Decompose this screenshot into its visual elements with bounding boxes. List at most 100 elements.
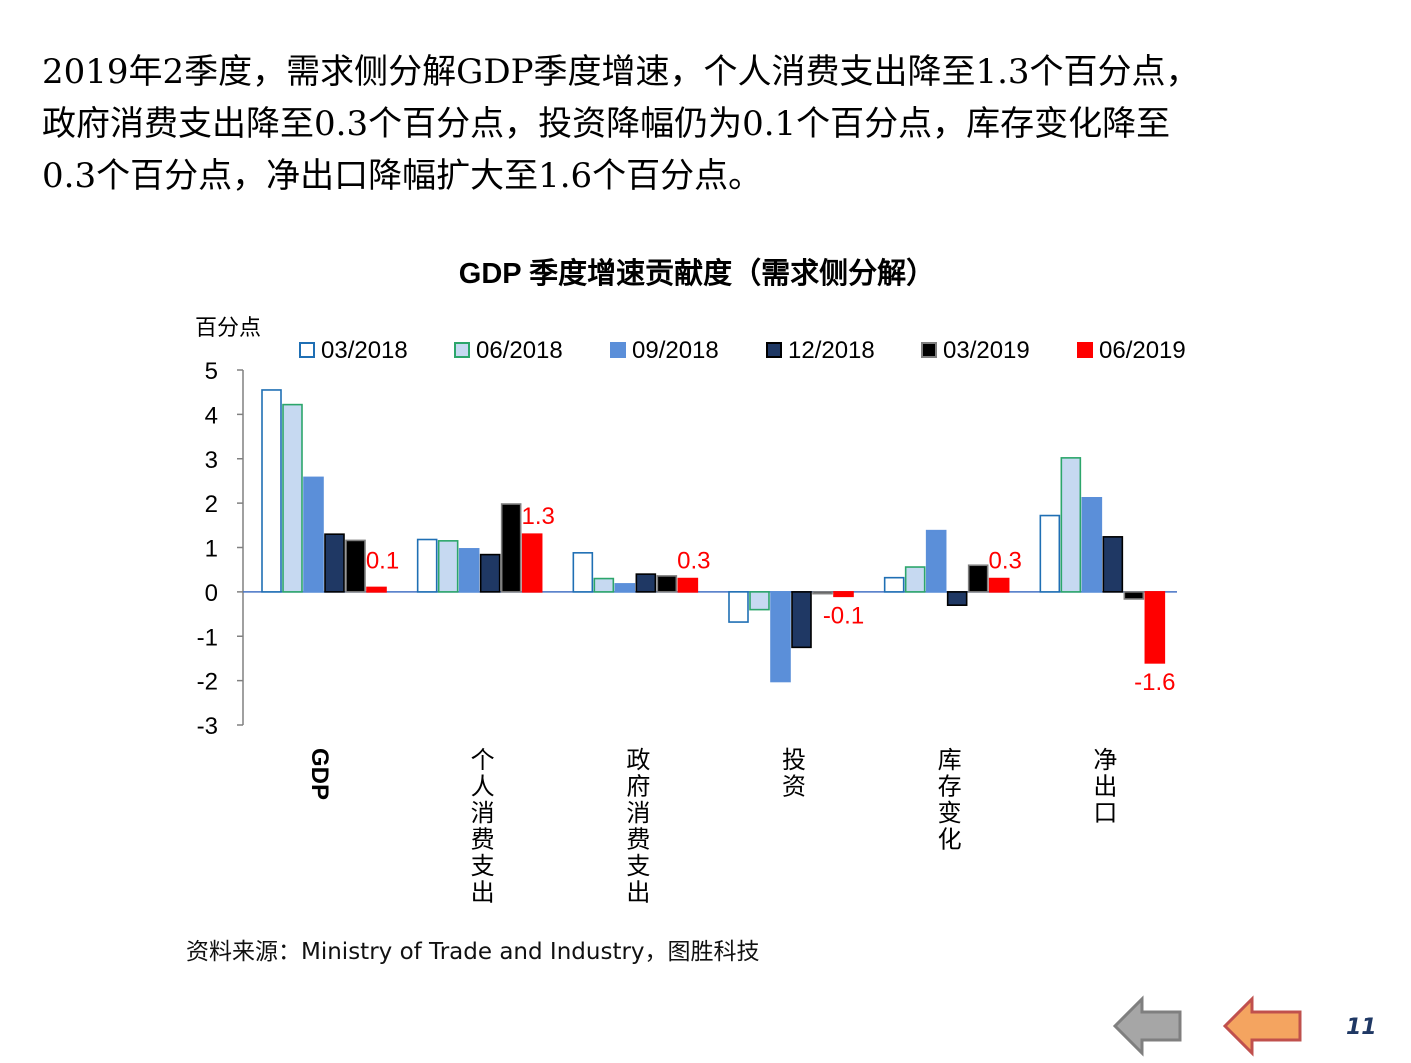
y-tick-label: -1 bbox=[197, 624, 218, 651]
category-label-char: 费 bbox=[626, 826, 650, 854]
y-tick-label: 5 bbox=[205, 358, 218, 385]
category-label-char: 出 bbox=[626, 879, 650, 907]
category-label-char: 支 bbox=[626, 852, 650, 880]
category-label-char: 化 bbox=[938, 826, 962, 854]
bar-12-2018-2 bbox=[635, 573, 657, 593]
bar-06-2019-5 bbox=[1144, 591, 1166, 664]
back-arrow-button[interactable] bbox=[1112, 993, 1184, 1059]
bar-03-2019-2 bbox=[656, 575, 678, 593]
bar-03-2018-4 bbox=[883, 576, 905, 593]
bar-09-2018-5 bbox=[1081, 496, 1103, 593]
legend-label: 06/2018 bbox=[476, 337, 563, 364]
y-axis-label: 百分点 bbox=[195, 316, 261, 341]
bar-06-2018-1 bbox=[437, 540, 459, 593]
bar-09-2018-1 bbox=[458, 548, 480, 593]
bar-03-2018-2 bbox=[572, 552, 594, 593]
category-label-char: 府 bbox=[626, 773, 650, 801]
intro-paragraph: 2019年2季度，需求侧分解GDP季度增速，个人消费支出降至1.3个百分点， 政… bbox=[42, 46, 1382, 202]
axes: 5 4 3 2 1 0 -1 -2 -3 bbox=[197, 358, 1177, 740]
bar-06-2019-4 bbox=[988, 577, 1010, 593]
category-label-char: 费 bbox=[471, 826, 495, 854]
category-label-char: 个 bbox=[471, 746, 495, 774]
bar-12-2018-0 bbox=[324, 533, 345, 593]
legend-label: 09/2018 bbox=[632, 337, 719, 364]
data-label: -1.6 bbox=[1134, 669, 1175, 696]
category-label-char: 库 bbox=[938, 746, 962, 774]
legend-label: 03/2018 bbox=[321, 337, 408, 364]
legend-swatch bbox=[1077, 342, 1093, 358]
intro-line: 2019年2季度，需求侧分解GDP季度增速，个人消费支出降至1.3个百分点， bbox=[42, 52, 1200, 92]
bar-12-2018-1 bbox=[479, 553, 501, 593]
legend-label: 12/2018 bbox=[788, 337, 875, 364]
legend-swatch bbox=[454, 342, 470, 358]
category-label-char: 资 bbox=[782, 773, 806, 801]
legend-swatch bbox=[766, 342, 782, 358]
source-note: 资料来源：Ministry of Trade and Industry，图胜科技 bbox=[186, 939, 760, 965]
category-label-char: 出 bbox=[471, 879, 495, 907]
home-arrow-button[interactable] bbox=[1222, 993, 1302, 1059]
bar-06-2019-0 bbox=[366, 586, 387, 593]
category-label: 投资 bbox=[782, 746, 806, 801]
bar-09-2018-4 bbox=[925, 529, 947, 593]
bar-12-2018-5 bbox=[1102, 536, 1124, 593]
category-label-char: 变 bbox=[938, 799, 962, 827]
intro-line: 0.3个百分点，净出口降幅扩大至1.6个百分点。 bbox=[42, 156, 763, 196]
bar-09-2018-3 bbox=[770, 591, 791, 683]
legend-label: 03/2019 bbox=[943, 337, 1030, 364]
bar-12-2018-3 bbox=[791, 591, 812, 649]
bar-03-2018-0 bbox=[261, 389, 282, 593]
y-tick-label: 2 bbox=[205, 491, 218, 518]
bar-03-2019-4 bbox=[967, 564, 989, 593]
data-label: -0.1 bbox=[823, 602, 864, 629]
legend-label: 06/2019 bbox=[1099, 337, 1186, 364]
category-label-char: 净 bbox=[1093, 746, 1117, 774]
bar-03-2019-5 bbox=[1123, 591, 1145, 600]
y-tick-label: 0 bbox=[205, 580, 218, 607]
legend-swatch bbox=[921, 342, 937, 358]
data-label: 0.1 bbox=[366, 548, 399, 575]
bar-06-2018-4 bbox=[904, 566, 926, 593]
bar-03-2019-3 bbox=[812, 591, 833, 595]
bar-03-2018-3 bbox=[728, 591, 749, 623]
bar-06-2018-2 bbox=[593, 577, 615, 593]
data-labels: 0.1 1.3 0.3 -0.1 0.3 -1.6 bbox=[366, 503, 1176, 696]
legend-swatch bbox=[299, 342, 315, 358]
y-tick-label: -3 bbox=[197, 713, 218, 740]
category-label-char: 口 bbox=[1093, 799, 1117, 827]
bar-03-2018-5 bbox=[1039, 514, 1061, 593]
data-label: 0.3 bbox=[988, 548, 1021, 575]
bar-09-2018-0 bbox=[303, 476, 324, 593]
category-label: 个人消费支出 bbox=[471, 746, 495, 907]
intro-line: 政府消费支出降至0.3个百分点，投资降幅仍为0.1个百分点，库存变化降至 bbox=[42, 104, 1171, 144]
data-label: 1.3 bbox=[521, 503, 554, 530]
bar-06-2018-3 bbox=[749, 591, 770, 611]
category-label-char: 人 bbox=[471, 773, 495, 801]
category-label-char: 投 bbox=[782, 746, 806, 774]
bar-06-2019-1 bbox=[521, 533, 543, 593]
category-label-char: 政 bbox=[626, 746, 650, 774]
category-label-char: 存 bbox=[938, 773, 962, 801]
category-label-char: 出 bbox=[1093, 773, 1117, 801]
bar-03-2018-1 bbox=[416, 538, 438, 593]
y-tick-label: -2 bbox=[197, 669, 218, 696]
category-label: GDP bbox=[306, 748, 333, 800]
chart-title: GDP 季度增速贡献度（需求侧分解） bbox=[459, 257, 935, 290]
data-label: 0.3 bbox=[677, 548, 710, 575]
bar-09-2018-2 bbox=[614, 583, 636, 593]
bar-06-2018-0 bbox=[282, 403, 303, 593]
bar-06-2019-3 bbox=[833, 591, 854, 598]
category-label: 库存变化 bbox=[938, 746, 962, 854]
bar-03-2019-0 bbox=[345, 539, 366, 593]
bar-03-2019-1 bbox=[500, 503, 522, 593]
bars bbox=[261, 389, 1166, 683]
left-arrow-icon bbox=[1222, 995, 1302, 1057]
y-tick-label: 4 bbox=[205, 402, 218, 429]
bar-06-2018-5 bbox=[1060, 457, 1082, 593]
category-label-char: 支 bbox=[471, 852, 495, 880]
bar-12-2018-4 bbox=[946, 591, 968, 606]
legend: 03/2018 06/2018 09/2018 12/2018 03/2019 06/20… bbox=[299, 337, 1186, 364]
bar-06-2019-2 bbox=[677, 577, 699, 593]
legend-swatch bbox=[610, 342, 626, 358]
